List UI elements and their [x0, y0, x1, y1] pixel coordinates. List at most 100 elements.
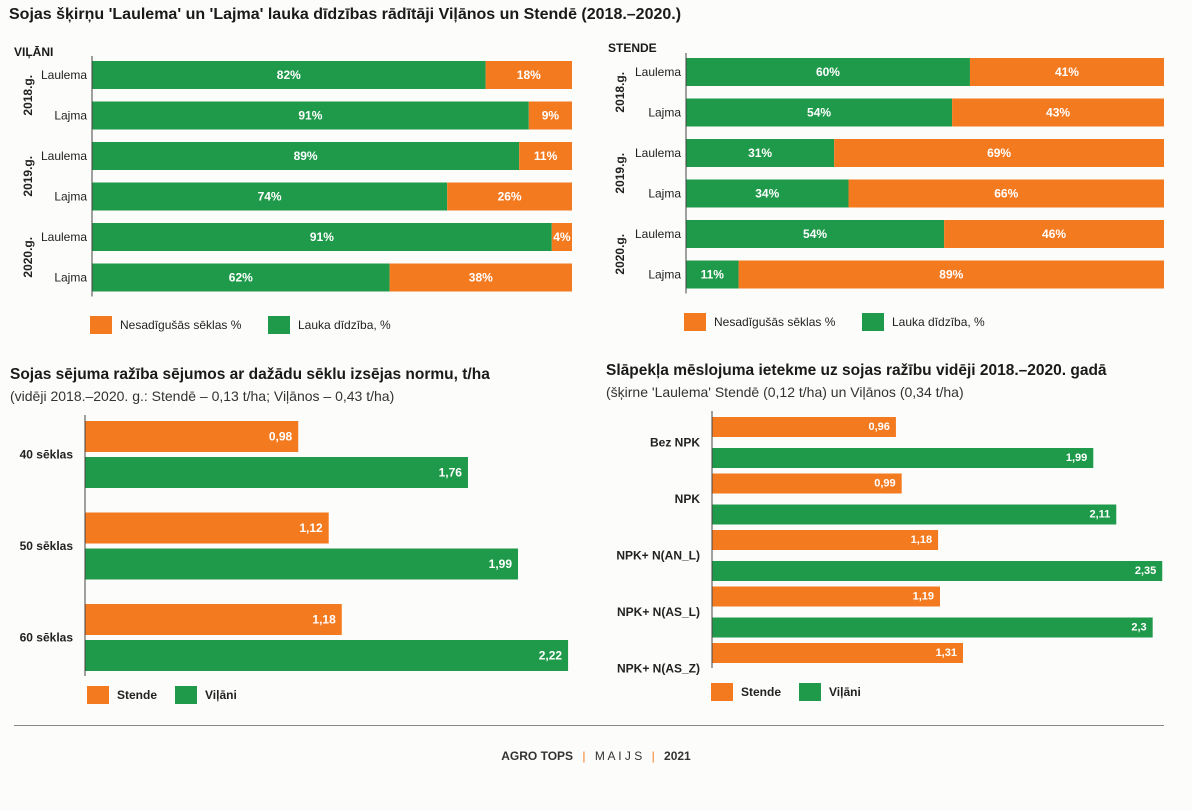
- group-label-1-2: 2020.g.: [613, 234, 627, 275]
- category-label-1-4: Laulema: [635, 227, 681, 241]
- footer-separator: |: [582, 749, 586, 763]
- legend-label-green-1: Lauka dīdzība, %: [892, 315, 985, 329]
- data-label-green-0-2: 89%: [294, 149, 318, 163]
- bar-orange-0-2: [519, 142, 572, 170]
- category-label-3-1: NPK: [675, 492, 701, 506]
- footer-divider: [14, 725, 1164, 726]
- category-label-3-4: NPK+ N(AS_Z): [617, 662, 700, 676]
- bar-green-1-3: [686, 179, 849, 208]
- category-label-0-5: Lajma: [54, 271, 87, 285]
- data-label-green-0-5: 62%: [229, 271, 253, 285]
- data-label-green-1-0: 60%: [816, 65, 840, 79]
- category-label-0-3: Lajma: [54, 190, 87, 204]
- category-label-1-2: Laulema: [635, 146, 681, 160]
- legend-swatch-green-0: [268, 316, 290, 334]
- bar-vilani-2-0: [85, 457, 468, 488]
- data-label-green-1-3: 34%: [755, 187, 779, 201]
- bar-orange-0-5: [389, 263, 572, 292]
- bar-vilani-3-1: [712, 504, 1117, 525]
- bar-stende-3-3: [712, 586, 941, 607]
- category-label-1-0: Laulema: [635, 65, 681, 79]
- data-label-green-0-3: 74%: [258, 190, 282, 204]
- legend-swatch-vilani-3: [799, 683, 821, 701]
- bar-orange-0-4: [551, 223, 572, 251]
- legend-swatch-orange-0: [90, 316, 112, 334]
- data-label-stende-3-0: 0,96: [869, 421, 890, 433]
- footer-separator-2: |: [651, 749, 655, 763]
- panel-label-stende: STENDE: [608, 41, 657, 55]
- bar-orange-1-2: [834, 139, 1164, 167]
- category-label-3-3: NPK+ N(AS_L): [617, 605, 700, 619]
- legend-label-stende-3: Stende: [741, 685, 781, 699]
- bar-orange-1-3: [848, 179, 1164, 208]
- bar-green-1-1: [686, 98, 953, 127]
- bar-green-1-4: [686, 220, 945, 248]
- bar-orange-1-1: [952, 98, 1164, 127]
- legend-swatch-green-1: [862, 313, 884, 331]
- data-label-green-1-1: 54%: [807, 106, 831, 120]
- legend-swatch-vilani-2: [175, 686, 197, 704]
- legend-label-stende-2: Stende: [117, 688, 157, 702]
- data-label-stende-3-2: 1,18: [911, 534, 932, 546]
- legend-label-green-0: Lauka dīdzība, %: [298, 318, 391, 332]
- data-label-green-1-4: 54%: [803, 227, 827, 241]
- bar-stende-3-2: [712, 530, 939, 550]
- bar-green-0-5: [92, 263, 390, 292]
- bar-vilani-3-3: [712, 617, 1153, 638]
- data-label-green-1-2: 31%: [748, 146, 772, 160]
- bar-green-1-2: [686, 139, 835, 167]
- data-label-stende-3-4: 1,31: [936, 647, 957, 659]
- bar-stende-2-2: [85, 604, 342, 635]
- data-label-orange-0-2: 11%: [534, 149, 558, 163]
- footer-month: M A I J S: [594, 749, 643, 763]
- bar-vilani-2-2: [85, 640, 569, 671]
- legend-label-vilani-3: Viļāni: [829, 685, 861, 699]
- bar-orange-0-3: [447, 182, 572, 211]
- bar-orange-0-1: [528, 101, 572, 130]
- category-label-3-2: NPK+ N(AN_L): [616, 549, 700, 563]
- data-label-green-0-0: 82%: [277, 68, 301, 82]
- data-label-vilani-2-2: 2,22: [539, 649, 563, 663]
- bar-green-1-0: [686, 58, 970, 86]
- bar-stende-3-0: [712, 417, 896, 437]
- data-label-vilani-3-3: 2,3: [1131, 622, 1146, 634]
- data-label-green-0-4: 91%: [310, 230, 334, 244]
- bar-stende-3-4: [712, 643, 963, 663]
- data-label-stende-3-1: 0,99: [874, 478, 895, 490]
- bar-green-0-2: [92, 142, 520, 170]
- legend-label-vilani-2: Viļāni: [205, 688, 237, 702]
- bar-green-0-3: [92, 182, 448, 211]
- bar-green-0-0: [92, 61, 486, 89]
- data-label-stende-2-2: 1,18: [312, 613, 336, 627]
- bar-stende-2-1: [85, 512, 329, 544]
- bar-stende-3-1: [712, 473, 902, 494]
- bar-stende-2-0: [85, 421, 299, 452]
- data-label-stende-2-1: 1,12: [299, 521, 323, 535]
- bar-vilani-3-0: [712, 448, 1094, 468]
- category-label-2-2: 60 sēklas: [20, 631, 74, 645]
- data-label-orange-0-3: 26%: [498, 190, 522, 204]
- category-label-2-1: 50 sēklas: [20, 539, 74, 553]
- data-label-vilani-3-0: 1,99: [1066, 452, 1087, 464]
- data-label-vilani-2-0: 1,76: [439, 466, 463, 480]
- data-label-orange-0-0: 18%: [517, 68, 541, 82]
- data-label-orange-0-4: 4%: [553, 230, 571, 244]
- data-label-green-1-5: 11%: [701, 268, 725, 282]
- data-label-orange-0-5: 38%: [469, 271, 493, 285]
- bar-green-0-1: [92, 101, 529, 130]
- category-label-2-0: 40 sēklas: [20, 448, 74, 462]
- data-label-orange-1-0: 41%: [1055, 65, 1079, 79]
- bar-vilani-2-1: [85, 548, 519, 580]
- group-label-1-0: 2018.g.: [613, 72, 627, 113]
- data-label-orange-1-3: 66%: [994, 187, 1018, 201]
- panel-label-vilani: VIĻĀNI: [14, 45, 54, 59]
- legend-label-orange-1: Nesadīgušās sēklas %: [714, 315, 836, 329]
- data-label-orange-1-4: 46%: [1042, 227, 1066, 241]
- legend-swatch-stende-2: [87, 686, 109, 704]
- data-label-vilani-3-1: 2,11: [1089, 509, 1110, 521]
- category-label-0-1: Lajma: [54, 109, 87, 123]
- legend-swatch-orange-1: [684, 313, 706, 331]
- legend-swatch-stende-3: [711, 683, 733, 701]
- data-label-vilani-3-2: 2,35: [1135, 565, 1156, 577]
